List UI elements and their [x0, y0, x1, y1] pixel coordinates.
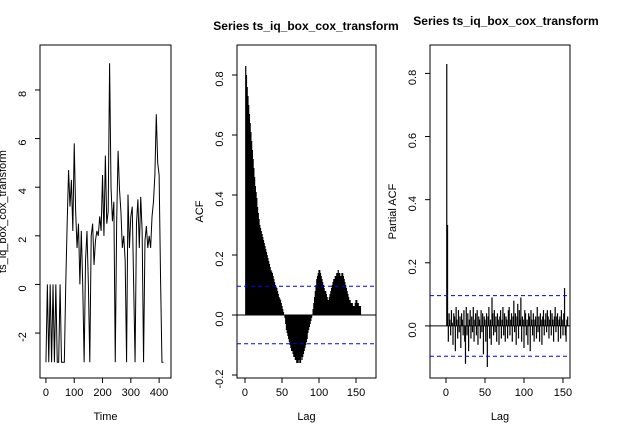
- x-tick-label: 100: [515, 387, 533, 399]
- series-line: [45, 63, 164, 363]
- x-tick-label: 300: [122, 387, 140, 399]
- y-axis-label: ts_iq_box_cox_transform: [0, 150, 9, 273]
- y-tick-label: 0.0: [407, 322, 419, 337]
- plot-box: [429, 44, 571, 379]
- y-axis-label: ACF: [194, 200, 206, 222]
- y-tick-label: 0.8: [407, 70, 419, 85]
- y-tick-label: 2: [17, 237, 29, 243]
- plot-box: [39, 44, 172, 379]
- y-tick-label: 6: [17, 140, 29, 146]
- y-axis-label: Partial ACF: [387, 183, 399, 239]
- y-tick-label: 0.2: [214, 251, 226, 266]
- x-tick-label: 50: [276, 387, 288, 399]
- y-tick-label: 0.8: [214, 71, 226, 86]
- x-axis-label: Lag: [491, 411, 509, 423]
- x-tick-label: 0: [443, 387, 449, 399]
- x-tick-label: 400: [150, 387, 168, 399]
- y-tick-label: 8: [17, 91, 29, 97]
- y-tick-label: 0.2: [407, 259, 419, 274]
- y-tick-label: -2: [17, 332, 29, 342]
- x-tick-label: 150: [554, 387, 572, 399]
- x-tick-label: 100: [310, 387, 328, 399]
- y-tick-label: 0.4: [407, 196, 419, 211]
- y-tick-label: 0.6: [214, 131, 226, 146]
- x-tick-label: 100: [65, 387, 83, 399]
- x-tick-label: 50: [479, 387, 491, 399]
- x-tick-label: 150: [347, 387, 365, 399]
- y-tick-label: -0.2: [214, 370, 226, 389]
- y-tick-label: 0.6: [407, 133, 419, 148]
- plot-box: [236, 44, 377, 379]
- chart-title: Series ts_iq_box_cox_transform: [413, 14, 598, 28]
- y-tick-label: 0.4: [214, 191, 226, 206]
- y-tick-label: 0.0: [214, 311, 226, 326]
- x-tick-label: 200: [93, 387, 111, 399]
- x-tick-label: 0: [43, 387, 49, 399]
- x-tick-label: 0: [242, 387, 248, 399]
- x-axis-label: Time: [93, 411, 117, 423]
- y-tick-label: 0: [17, 285, 29, 291]
- x-axis-label: Lag: [297, 411, 315, 423]
- chart-title: Series ts_iq_box_cox_transform: [213, 19, 398, 33]
- y-tick-label: 4: [17, 188, 29, 194]
